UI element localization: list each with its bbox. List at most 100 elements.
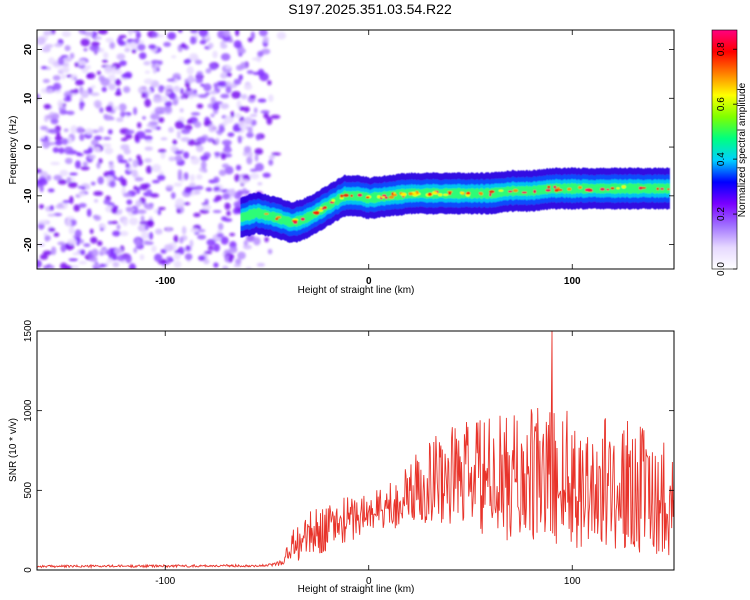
ridge-hotspot [466, 191, 471, 195]
ridge-hotspot [553, 185, 557, 189]
noise-blob [125, 129, 135, 135]
noise-blob [93, 190, 104, 197]
colorbar-tick-label: 0.8 [716, 42, 727, 56]
noise-blob [158, 149, 167, 153]
noise-blob [55, 204, 65, 209]
noise-blob [90, 92, 100, 97]
noise-blob [98, 47, 105, 53]
noise-blob [235, 164, 242, 171]
spectrogram-x-label: Height of straight line (km) [298, 285, 415, 296]
noise-blob [60, 244, 67, 253]
noise-blob [80, 249, 86, 256]
noise-blob [237, 189, 243, 197]
noise-blob [96, 161, 101, 169]
noise-blob [153, 253, 163, 262]
noise-blob [90, 236, 98, 244]
noise-blob [246, 70, 254, 75]
snr-y-tick-label: 1000 [23, 399, 34, 422]
noise-blob [257, 182, 263, 186]
noise-blob [129, 41, 137, 49]
ridge-hotspot [616, 187, 620, 190]
colorbar-gradient [711, 29, 738, 270]
noise-blob [90, 139, 99, 147]
noise-blob [114, 247, 123, 255]
noise-blob [160, 151, 166, 159]
noise-blob [205, 187, 213, 192]
noise-blob [223, 115, 234, 124]
noise-blob [67, 238, 77, 245]
noise-blob [141, 92, 146, 99]
noise-blob [93, 199, 99, 203]
noise-blob [229, 246, 238, 254]
snr-frame [36, 330, 675, 571]
ridge-hotspot [275, 217, 279, 221]
noise-blob [54, 43, 63, 48]
noise-blob [109, 41, 116, 49]
noise-blob [220, 103, 230, 110]
noise-blob [233, 40, 242, 49]
noise-blob [139, 254, 145, 261]
noise-blob [53, 232, 60, 237]
noise-blob [210, 96, 216, 104]
noise-blob [258, 30, 268, 37]
spectrogram-y-tick-label: 0 [23, 144, 34, 150]
noise-blob [136, 122, 142, 129]
noise-blob [125, 254, 132, 264]
noise-blob [38, 204, 45, 209]
noise-blob [239, 105, 245, 111]
noise-blob [93, 135, 103, 141]
noise-blob [207, 245, 214, 250]
noise-blob [246, 132, 254, 138]
noise-blob [131, 169, 138, 177]
noise-blob [61, 30, 72, 38]
ridge-hotspot [365, 196, 370, 199]
ridge-hotspot [578, 186, 583, 190]
noise-blob [165, 184, 174, 189]
ridge-hotspot [312, 211, 316, 214]
ridge-hotspot [610, 186, 615, 190]
noise-blob [254, 148, 264, 155]
noise-blob [66, 94, 71, 101]
noise-blob [144, 129, 153, 133]
ridge-hotspot [521, 191, 528, 194]
noise-blob [44, 235, 50, 242]
ridge-hotspot [554, 188, 559, 192]
noise-blob [231, 90, 242, 99]
noise-blob [109, 180, 116, 188]
noise-blob [74, 61, 79, 68]
noise-blob [128, 31, 133, 36]
noise-blob [83, 149, 92, 155]
ridge-hotspot [317, 209, 324, 212]
noise-blob [144, 203, 154, 210]
colorbar-tick-label: 0.0 [716, 262, 727, 276]
noise-blob [174, 154, 183, 162]
noise-blob [120, 111, 126, 118]
noise-blob [78, 260, 88, 265]
noise-blob [121, 178, 127, 187]
noise-blob [196, 103, 204, 109]
colorbar-tick-label: 0.4 [716, 152, 727, 166]
noise-blob [173, 182, 183, 187]
noise-blob [157, 209, 162, 216]
ridge-hotspot [276, 216, 282, 219]
noise-blob [251, 57, 262, 61]
snr-panel: -100 0 100 0 500 1000 1500 Height of straight… [8, 319, 675, 595]
noise-blob [125, 206, 133, 213]
noise-blob [170, 192, 176, 200]
noise-blob [89, 228, 94, 235]
noise-blob [198, 255, 206, 261]
noise-blob [37, 220, 48, 225]
noise-blob [97, 30, 108, 35]
noise-blob [147, 88, 152, 96]
noise-blob [157, 206, 166, 211]
noise-blob [224, 202, 231, 210]
noise-blob [220, 53, 231, 61]
noise-blob [96, 70, 101, 75]
noise-blob [70, 265, 80, 269]
ridge-hotspot [400, 192, 407, 197]
noise-blob [183, 202, 191, 206]
noise-blob [212, 102, 220, 111]
noise-blob [39, 253, 49, 260]
noise-blob [66, 216, 75, 221]
